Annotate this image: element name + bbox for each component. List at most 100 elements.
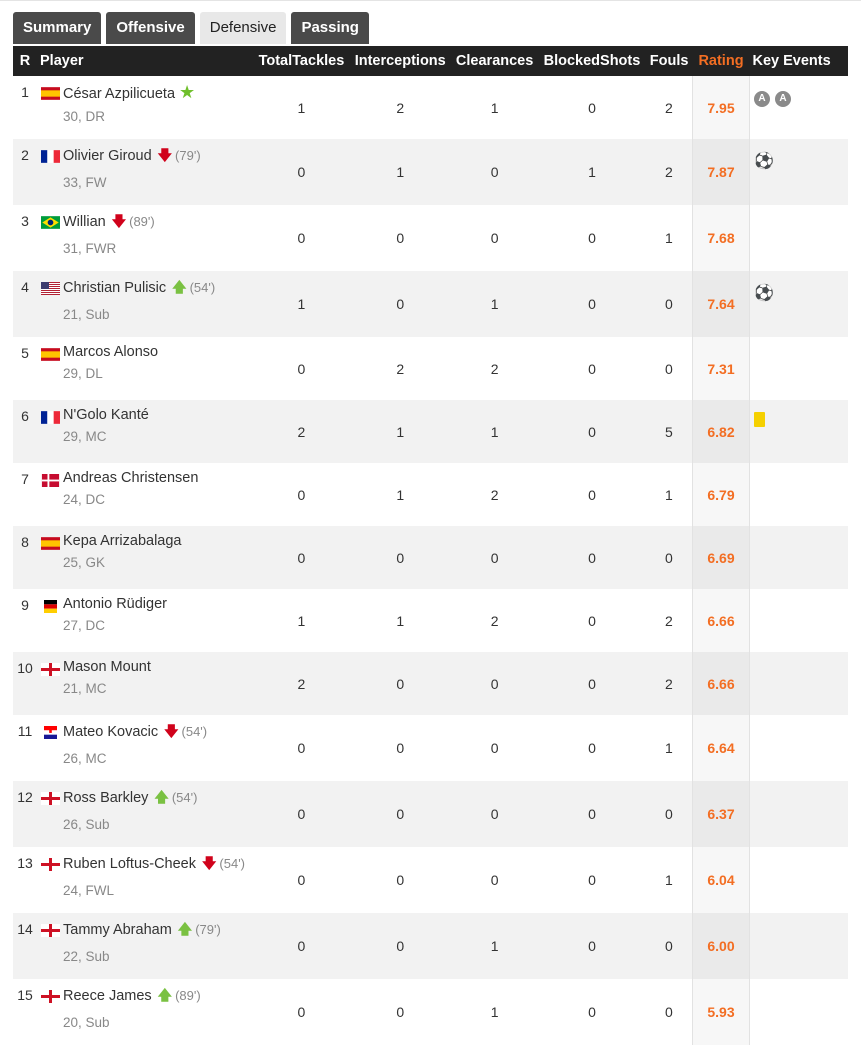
sub-minute: (79') — [195, 922, 221, 937]
col-clearances[interactable]: Clearances — [455, 53, 534, 69]
player-name-link[interactable]: Christian Pulisic — [63, 280, 167, 296]
stat-blocked-shots: 0 — [588, 872, 596, 888]
stat-clearances: 0 — [490, 675, 499, 692]
stat-total-tackles: 0 — [297, 230, 306, 246]
rank: 9 — [21, 597, 29, 613]
stat-interceptions: 0 — [396, 1004, 405, 1020]
player-row: 15 Reece James 🡅 (89') 20, Sub 0 0 1 0 0 5.93 — [13, 979, 848, 1045]
stat-interceptions: 1 — [396, 612, 405, 629]
stat-blocked-shots: 0 — [588, 296, 596, 312]
col-blocked-shots[interactable]: BlockedShots — [543, 53, 641, 69]
rank: 10 — [17, 660, 33, 676]
player-name-link[interactable]: Andreas Christensen — [63, 470, 199, 486]
stat-fouls: 0 — [664, 360, 673, 377]
key-events — [750, 652, 849, 715]
stat-total-tackles: 0 — [297, 740, 306, 756]
stat-fouls: 1 — [664, 872, 673, 888]
key-events — [750, 913, 849, 979]
player-name-link[interactable]: Mateo Kovacic — [63, 724, 159, 740]
col-rank[interactable]: R — [19, 53, 31, 69]
player-age-position: 30, DR — [63, 109, 106, 124]
england-flag-icon — [37, 979, 63, 1045]
england-flag-icon — [37, 913, 63, 979]
stat-interceptions: 0 — [396, 938, 405, 954]
rank: 6 — [21, 408, 29, 424]
player-row: 1 César Azpilicueta ★ 30, DR 1 2 1 0 2 7.95 A… — [13, 76, 848, 139]
spain-flag-icon — [37, 76, 63, 139]
tab-summary[interactable]: Summary — [13, 12, 102, 44]
sub-on-icon: 🡅 — [177, 921, 193, 937]
player-stats-table: R Player TotalTackles Interceptions Clea… — [13, 46, 848, 1045]
stat-clearances: 0 — [490, 230, 499, 246]
stat-fouls: 2 — [664, 612, 673, 629]
player-name-link[interactable]: Mason Mount — [63, 659, 151, 675]
sub-on-icon: 🡅 — [172, 279, 187, 295]
stat-clearances: 0 — [490, 164, 499, 180]
key-events — [750, 847, 849, 913]
tab-offensive[interactable]: Offensive — [106, 12, 195, 44]
player-name-link[interactable]: César Azpilicueta — [63, 86, 176, 102]
spain-flag-icon — [37, 337, 63, 400]
stat-interceptions: 1 — [396, 486, 405, 503]
player-name-link[interactable]: Willian — [63, 214, 106, 230]
player-name-link[interactable]: Marcos Alonso — [63, 344, 159, 360]
col-fouls[interactable]: Fouls — [649, 53, 689, 69]
player-row: 10 Mason Mount 21, MC 2 0 0 0 2 6.66 — [13, 652, 848, 715]
stat-clearances: 2 — [490, 486, 499, 503]
player-name-link[interactable]: Ruben Loftus-Cheek — [63, 856, 196, 872]
tab-passing[interactable]: Passing — [291, 12, 369, 44]
stat-fouls: 1 — [664, 486, 673, 503]
spain-flag-icon — [37, 526, 63, 589]
stat-interceptions: 0 — [396, 675, 405, 692]
stat-clearances: 1 — [490, 99, 499, 116]
rank: 2 — [21, 147, 29, 163]
stat-blocked-shots: 0 — [588, 806, 596, 822]
col-player[interactable]: Player — [40, 53, 84, 69]
player-age-position: 24, FWL — [63, 883, 115, 898]
player-row: 5 Marcos Alonso 29, DL 0 2 2 0 0 7.31 — [13, 337, 848, 400]
col-rating[interactable]: Rating — [698, 53, 744, 69]
stat-fouls: 0 — [664, 1004, 673, 1020]
player-name-link[interactable]: Ross Barkley — [63, 790, 149, 806]
player-rating: 6.37 — [692, 781, 750, 847]
germany-flag-icon — [37, 589, 63, 652]
stat-interceptions: 2 — [396, 99, 405, 116]
player-name-link[interactable]: Olivier Giroud — [63, 148, 152, 164]
key-events — [750, 463, 849, 526]
player-rating: 5.93 — [692, 979, 750, 1045]
stat-interceptions: 0 — [396, 296, 405, 312]
col-total-tackles[interactable]: TotalTackles — [258, 53, 345, 69]
sub-off-icon: 🡇 — [157, 147, 173, 163]
player-row: 14 Tammy Abraham 🡅 (79') 22, Sub 0 0 1 0 0 6.0… — [13, 913, 848, 979]
player-name-link[interactable]: Reece James — [63, 988, 152, 1004]
table-header: R Player TotalTackles Interceptions Clea… — [13, 46, 848, 76]
key-events — [750, 781, 849, 847]
stat-clearances: 1 — [490, 296, 499, 312]
stat-total-tackles: 0 — [297, 938, 306, 954]
player-name-link[interactable]: Tammy Abraham — [63, 922, 172, 938]
player-name-link[interactable]: Antonio Rüdiger — [63, 596, 167, 612]
stat-total-tackles: 2 — [297, 675, 306, 692]
goal-icon: ⚽ — [754, 153, 774, 170]
stats-tabs: Summary Offensive Defensive Passing — [13, 12, 369, 44]
stat-total-tackles: 1 — [297, 612, 306, 629]
stat-interceptions: 1 — [396, 164, 405, 180]
key-events: ⚽ — [750, 271, 849, 337]
player-rating: 7.64 — [692, 271, 750, 337]
assist-icon: A — [754, 91, 770, 107]
col-interceptions[interactable]: Interceptions — [354, 53, 446, 69]
sub-minute: (79') — [175, 148, 201, 163]
player-row: 8 Kepa Arrizabalaga 25, GK 0 0 0 0 0 6.69 — [13, 526, 848, 589]
player-name-link[interactable]: Kepa Arrizabalaga — [63, 533, 182, 549]
player-age-position: 24, DC — [63, 492, 106, 507]
stat-fouls: 0 — [664, 806, 673, 822]
player-age-position: 26, MC — [63, 751, 107, 766]
player-name-link[interactable]: N'Golo Kanté — [63, 407, 149, 423]
stat-total-tackles: 1 — [297, 99, 306, 116]
stat-interceptions: 0 — [396, 230, 405, 246]
stat-total-tackles: 0 — [297, 549, 306, 566]
stat-clearances: 1 — [490, 423, 499, 440]
tab-defensive[interactable]: Defensive — [199, 12, 287, 44]
sub-minute: (89') — [129, 214, 155, 229]
